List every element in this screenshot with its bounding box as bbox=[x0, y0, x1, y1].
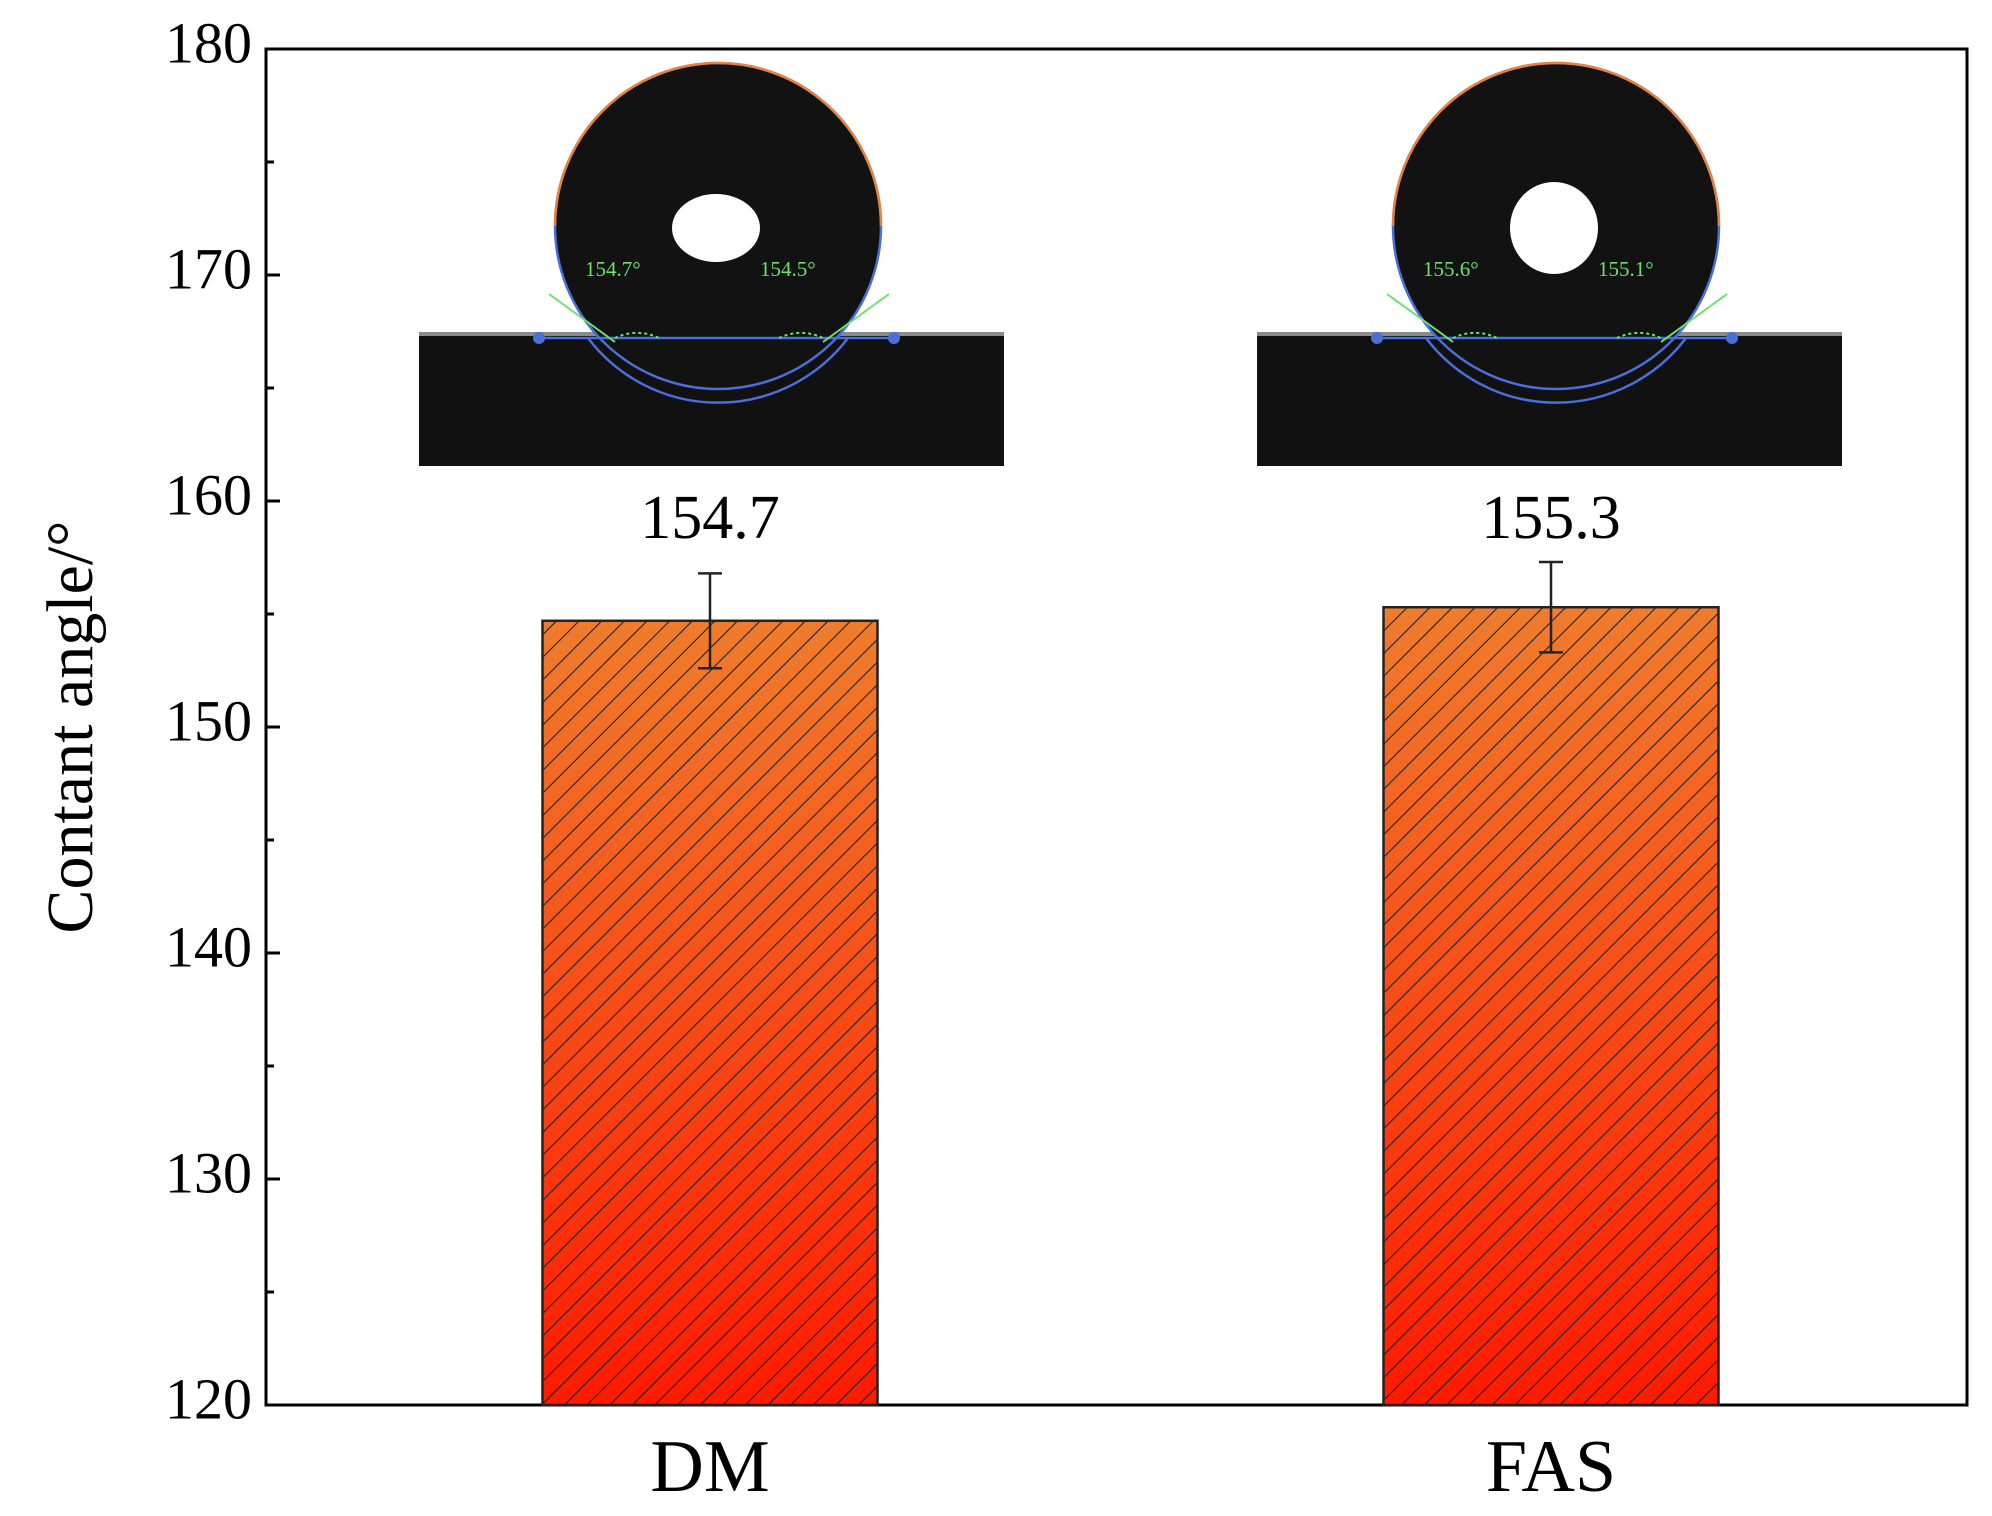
baseline-dot bbox=[533, 332, 545, 344]
y-tick-label: 180 bbox=[165, 10, 252, 75]
angle-label: 154.7° bbox=[585, 257, 641, 281]
y-tick-label: 130 bbox=[165, 1140, 252, 1205]
tangent bbox=[822, 293, 890, 343]
y-tick-label: 120 bbox=[165, 1366, 252, 1431]
tangent bbox=[1386, 293, 1454, 343]
y-axis-label: Contant angle/° bbox=[34, 520, 107, 933]
angle-label: 154.5° bbox=[760, 257, 816, 281]
bar-hatch bbox=[541, 619, 879, 1407]
highlight bbox=[672, 194, 760, 262]
baseline-dot bbox=[1371, 332, 1383, 344]
angle-label: 155.6° bbox=[1423, 257, 1479, 281]
x-tick-label: FAS bbox=[1486, 1426, 1616, 1508]
angle-label: 155.1° bbox=[1598, 257, 1654, 281]
tangent bbox=[548, 293, 616, 343]
value-label: 154.7 bbox=[640, 484, 780, 552]
y-tick-label: 140 bbox=[165, 914, 252, 979]
tangent bbox=[1660, 293, 1728, 343]
baseline-dot bbox=[1726, 332, 1738, 344]
droplet-bottom bbox=[1425, 337, 1687, 404]
x-tick-label: DM bbox=[650, 1426, 769, 1508]
bar-hatch bbox=[1382, 605, 1720, 1407]
droplet-inset: 154.7° 154.5° bbox=[419, 61, 1004, 466]
highlight bbox=[1510, 182, 1598, 274]
droplet-fit bbox=[1391, 61, 1721, 227]
droplet-fit bbox=[553, 61, 883, 227]
y-tick-label: 150 bbox=[165, 688, 252, 753]
y-tick-label: 170 bbox=[165, 236, 252, 301]
droplet-inset: 155.6° 155.1° bbox=[1257, 61, 1842, 466]
baseline-dot bbox=[888, 332, 900, 344]
droplet-bottom bbox=[587, 337, 849, 404]
value-label: 155.3 bbox=[1481, 484, 1621, 552]
y-tick-label: 160 bbox=[165, 462, 252, 527]
